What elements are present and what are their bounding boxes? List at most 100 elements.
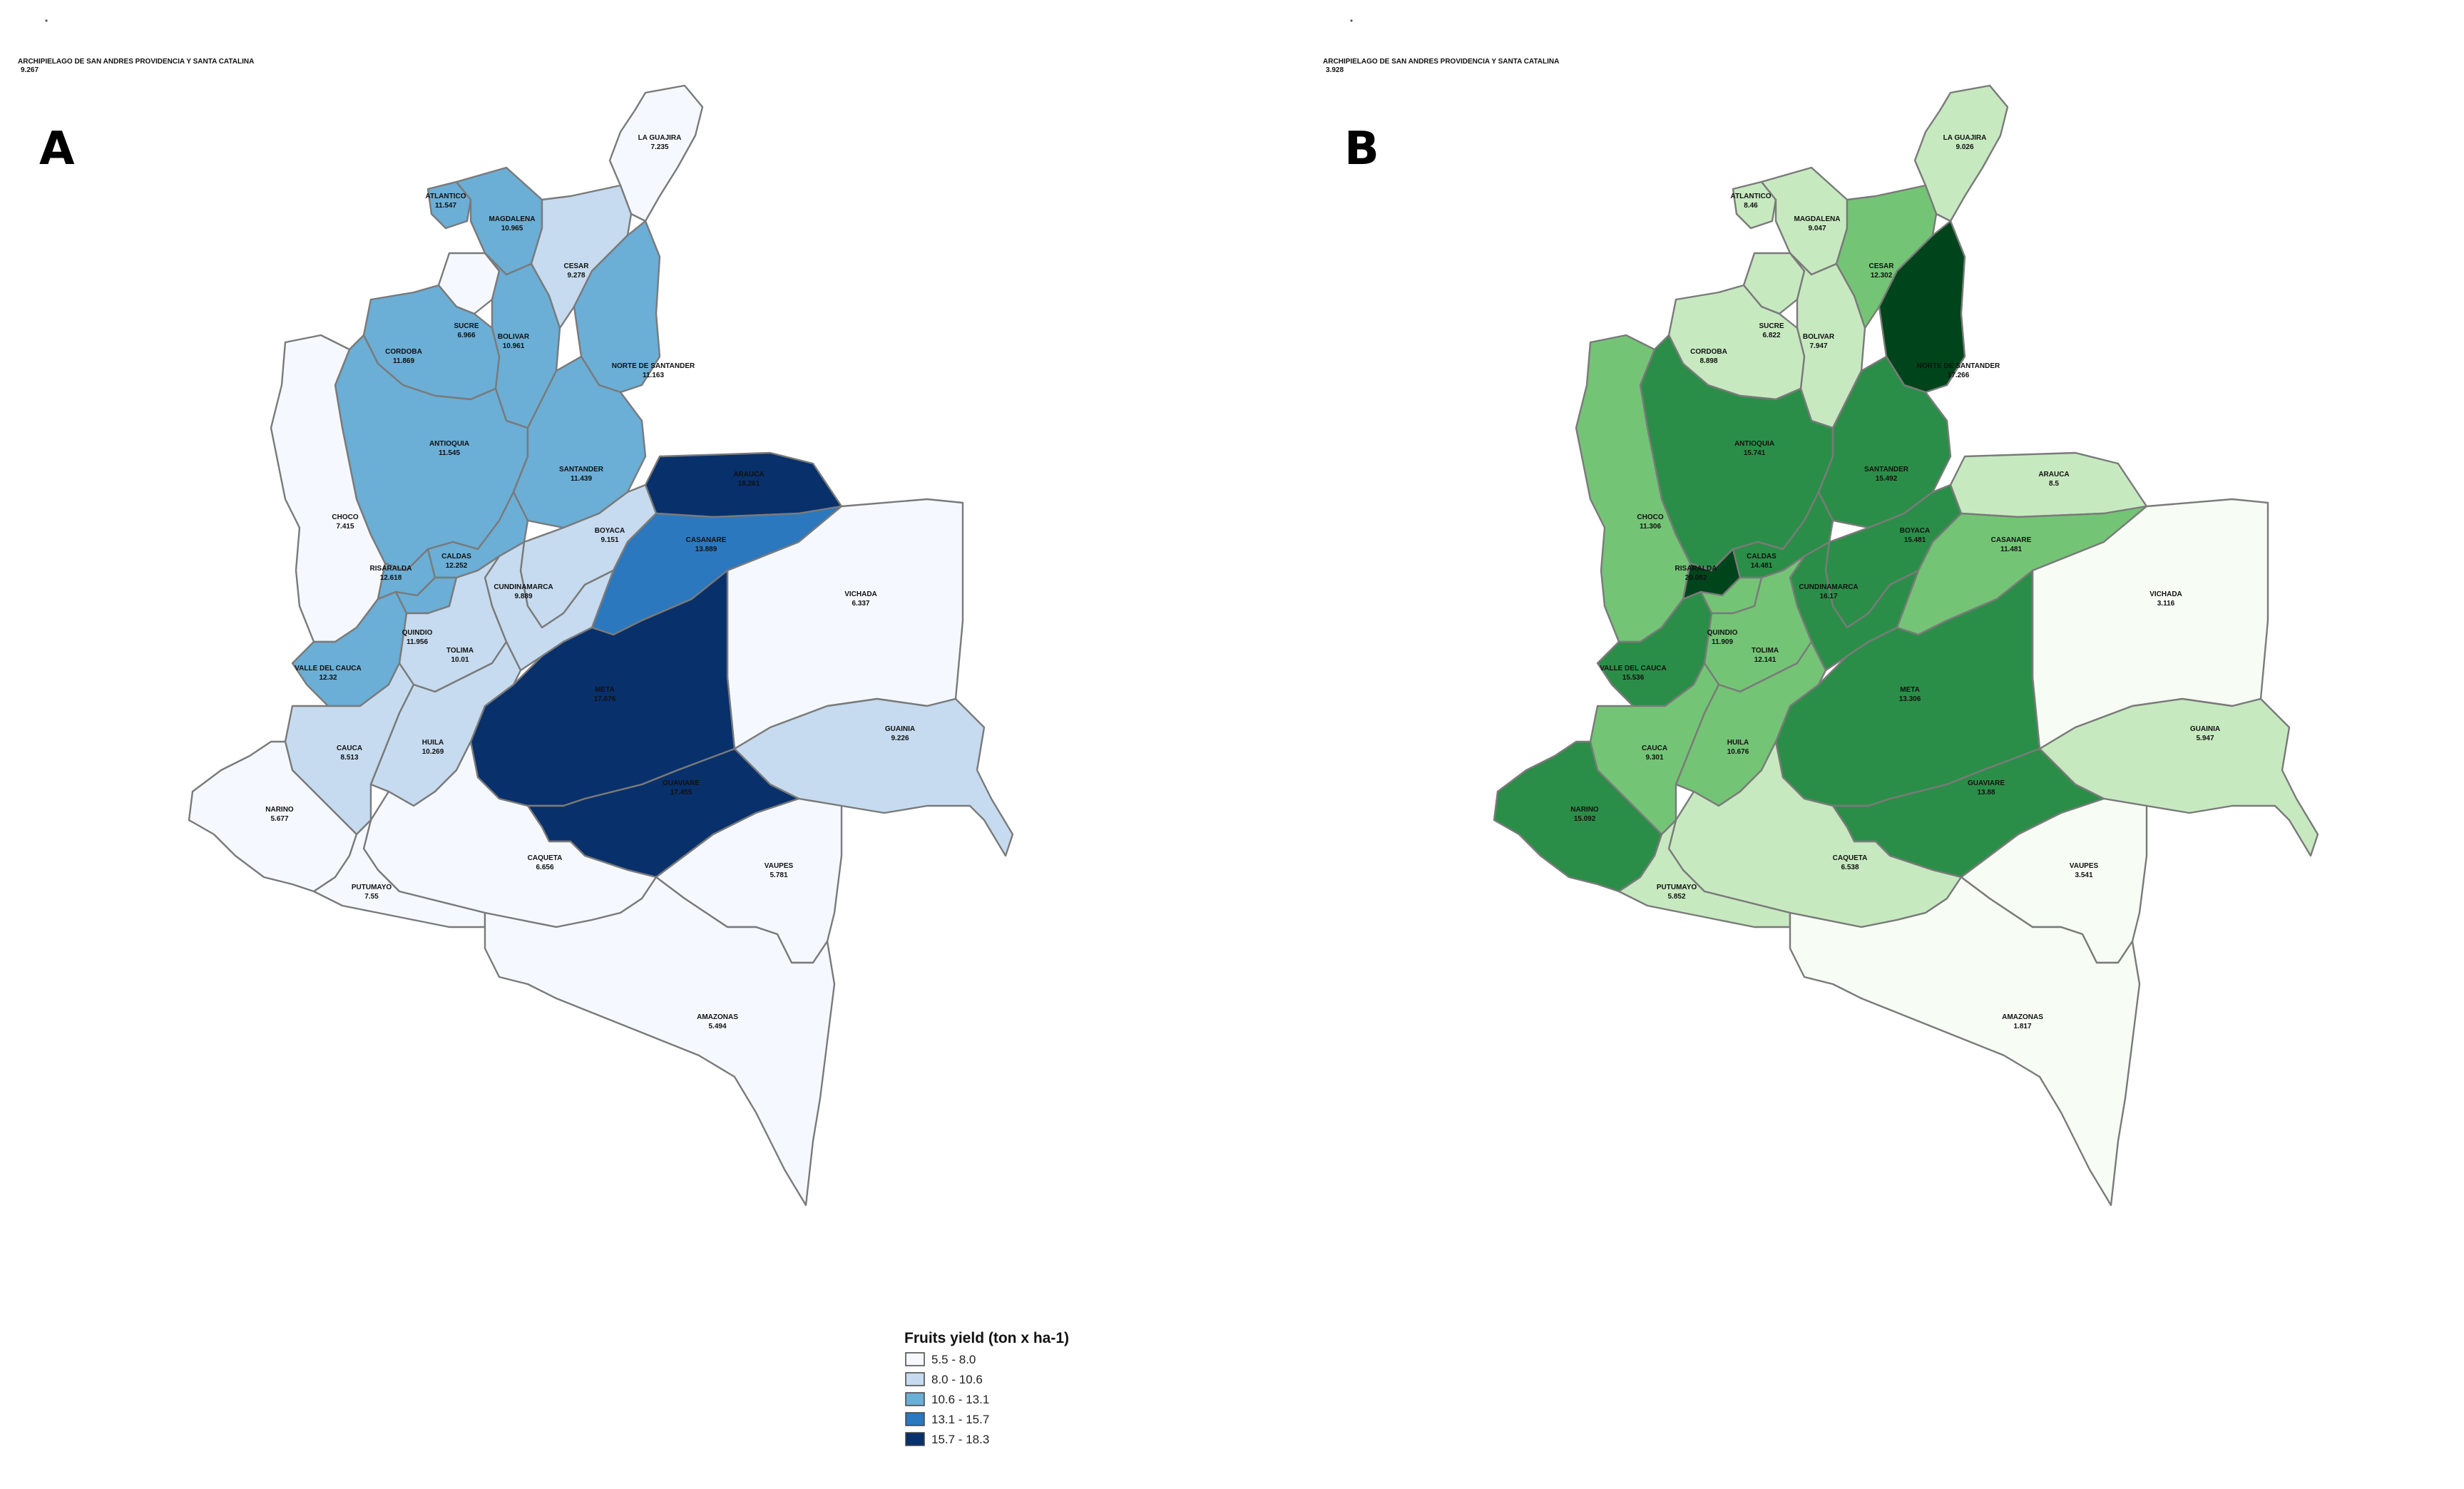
department-value: 9.047 [1808, 225, 1826, 232]
department-name: VICHADA [844, 590, 877, 598]
department-name: GUAVIARE [663, 779, 700, 787]
department-name: RISARALDA [370, 565, 412, 573]
department-value: 20.082 [1685, 574, 1707, 582]
department-name: CAUCA [337, 744, 362, 752]
department-value: 11.869 [393, 357, 414, 365]
department-name: AMAZONAS [697, 1013, 738, 1021]
department-name: PUTUMAYO [352, 884, 392, 891]
department-name: NORTE DE SANTANDER [1917, 362, 2000, 370]
island-marker [1350, 19, 1353, 22]
department-name: ANTIOQUIA [1734, 440, 1774, 448]
department-value: 14.481 [1751, 562, 1773, 570]
department-value: 9.226 [891, 735, 909, 742]
legend-item: 5.5 - 8.0 [905, 1352, 976, 1366]
department-name: META [1900, 686, 1920, 694]
department-name: ANTIOQUIA [429, 440, 469, 448]
department-name: RISARALDA [1675, 565, 1717, 573]
department-region-amazonas[interactable] [1789, 876, 2141, 1207]
department-value: 7.415 [336, 523, 354, 531]
department-value: 12.302 [1871, 272, 1893, 280]
department-name: CUNDINAMARCA [1799, 583, 1858, 591]
legend-title: Fruits yield (ton x ha-1) [904, 1330, 1069, 1346]
department-value: 7.55 [364, 893, 379, 901]
department-region-putumayo[interactable] [312, 819, 486, 928]
department-value: 5.947 [2196, 735, 2214, 742]
legend-swatch [905, 1352, 925, 1366]
legend-swatch [905, 1432, 925, 1446]
department-name: CORDOBA [385, 348, 422, 356]
department-value: 9.889 [514, 593, 532, 600]
legend-swatch [905, 1372, 925, 1386]
department-name: ARAUCA [733, 471, 764, 479]
department-name: QUINDIO [402, 629, 433, 637]
department-region-norte_santander[interactable] [1878, 220, 1966, 394]
department-name: SANTANDER [1864, 466, 1909, 474]
department-value: 11.439 [571, 475, 592, 483]
legend-swatch [905, 1412, 925, 1426]
department-value: 17.266 [1948, 372, 1970, 379]
department-value: 3.541 [2075, 871, 2092, 879]
department-value: 6.822 [1762, 332, 1780, 339]
department-value: 13.306 [1899, 695, 1921, 703]
department-value: 11.909 [1712, 638, 1733, 646]
department-name: VICHADA [2149, 590, 2182, 598]
department-value: 11.306 [1640, 523, 1661, 531]
legend-label: 13.1 - 15.7 [931, 1413, 989, 1426]
department-name: CALDAS [1747, 553, 1777, 561]
department-value: 8.46 [1744, 202, 1758, 210]
department-name: CESAR [1869, 262, 1894, 270]
department-value: 5.781 [770, 871, 787, 879]
department-value: 8.5 [2049, 480, 2059, 488]
vegetables-yield-map-panel: B ARCHIPIELAGO DE SAN ANDRES PROVIDENCIA … [1323, 19, 2319, 1207]
department-value: 5.677 [270, 815, 288, 823]
department-value: 9.026 [1956, 143, 1973, 151]
department-value: 11.545 [439, 449, 460, 457]
island-marker [45, 19, 48, 22]
department-value: 16.17 [1819, 593, 1837, 600]
department-value: 7.235 [650, 143, 668, 151]
department-name: ATLANTICO [1730, 193, 1771, 200]
island-name: ARCHIPIELAGO DE SAN ANDRES PROVIDENCIA Y… [1323, 58, 1559, 66]
legend-item: 10.6 - 13.1 [905, 1392, 989, 1406]
legend-item: 15.7 - 18.3 [905, 1432, 989, 1446]
department-name: CESAR [563, 262, 589, 270]
legend-label: 10.6 - 13.1 [931, 1393, 989, 1406]
department-name: BOYACA [595, 527, 625, 535]
department-name: GUAINIA [885, 725, 915, 733]
legend-label: 15.7 - 18.3 [931, 1433, 989, 1446]
department-name: HUILA [1727, 739, 1749, 747]
department-name: CAQUETA [1833, 854, 1868, 862]
department-name: VALLE DEL CAUCA [1600, 665, 1667, 672]
department-name: LA GUAJIRA [1943, 134, 1987, 142]
department-value: 12.32 [319, 674, 337, 682]
department-name: VAUPES [2070, 862, 2099, 870]
department-value: 10.961 [503, 342, 525, 350]
department-name: LA GUAJIRA [638, 134, 682, 142]
department-value: 6.966 [457, 332, 475, 339]
department-value: 9.278 [567, 272, 585, 280]
department-name: GUAINIA [2190, 725, 2220, 733]
department-name: MAGDALENA [1794, 215, 1841, 223]
department-name: CHOCO [332, 513, 358, 521]
department-region-putumayo[interactable] [1617, 819, 1791, 928]
department-name: MAGDALENA [489, 215, 536, 223]
department-name: NARINO [1570, 806, 1599, 814]
island-value: 9.267 [21, 66, 39, 74]
department-value: 3.116 [2157, 600, 2175, 608]
department-name: SUCRE [1759, 322, 1784, 330]
department-region-amazonas[interactable] [484, 876, 836, 1207]
department-region-norte_santander[interactable] [573, 220, 661, 394]
island-name: ARCHIPIELAGO DE SAN ANDRES PROVIDENCIA Y… [18, 58, 254, 66]
department-name: TOLIMA [446, 647, 474, 655]
department-value: 10.965 [501, 225, 523, 232]
department-name: CUNDINAMARCA [494, 583, 553, 591]
department-value: 11.547 [435, 202, 456, 210]
department-name: CAQUETA [528, 854, 563, 862]
department-name: VALLE DEL CAUCA [295, 665, 362, 672]
department-value: 5.494 [708, 1023, 726, 1030]
department-value: 6.656 [536, 864, 553, 871]
department-regions [1493, 84, 2319, 1207]
panel-letter: B [1344, 123, 1379, 175]
island-value: 3.928 [1326, 66, 1344, 74]
